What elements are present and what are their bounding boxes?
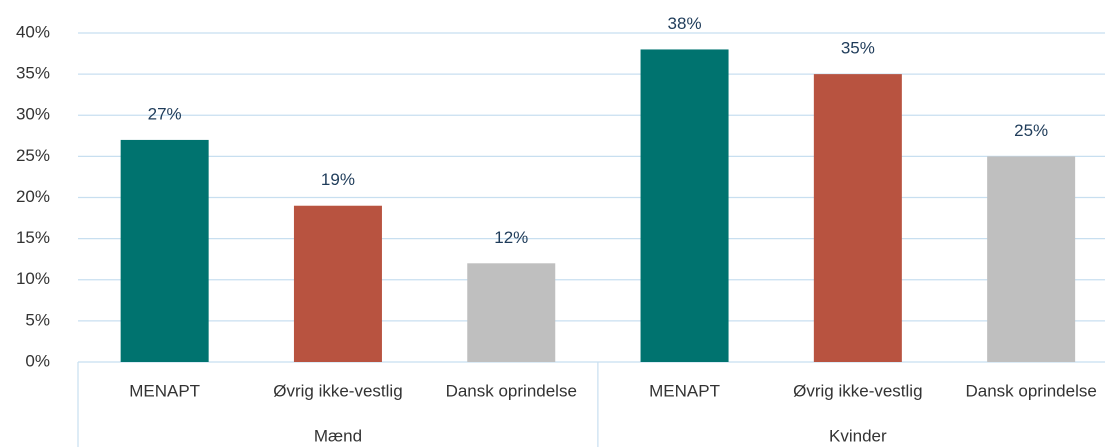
data-label: 19% xyxy=(321,170,355,189)
y-tick-label: 25% xyxy=(16,146,50,165)
bar xyxy=(640,49,729,362)
bar xyxy=(467,263,556,362)
x-tick-label: Øvrig ikke-vestlig xyxy=(793,381,922,400)
y-tick-label: 5% xyxy=(25,310,50,329)
data-label: 38% xyxy=(668,14,702,33)
group-label: Mænd xyxy=(314,426,362,445)
data-label: 25% xyxy=(1014,121,1048,140)
y-tick-label: 20% xyxy=(16,187,50,206)
bar xyxy=(293,205,382,362)
y-tick-label: 10% xyxy=(16,269,50,288)
bar xyxy=(120,139,209,362)
x-tick-label: Øvrig ikke-vestlig xyxy=(273,381,402,400)
y-tick-label: 30% xyxy=(16,105,50,124)
y-tick-label: 35% xyxy=(16,64,50,83)
x-tick-label: MENAPT xyxy=(649,381,720,400)
x-tick-label: Dansk oprindelse xyxy=(446,381,577,400)
x-tick-label: Dansk oprindelse xyxy=(965,381,1096,400)
data-label: 27% xyxy=(148,104,182,123)
x-tick-label: MENAPT xyxy=(129,381,200,400)
bar xyxy=(813,74,902,362)
y-tick-label: 0% xyxy=(25,351,50,370)
data-label: 35% xyxy=(841,39,875,58)
y-tick-label: 15% xyxy=(16,228,50,247)
group-label: Kvinder xyxy=(829,426,887,445)
data-label: 12% xyxy=(494,228,528,247)
y-tick-label: 40% xyxy=(16,22,50,41)
bar xyxy=(987,156,1076,362)
